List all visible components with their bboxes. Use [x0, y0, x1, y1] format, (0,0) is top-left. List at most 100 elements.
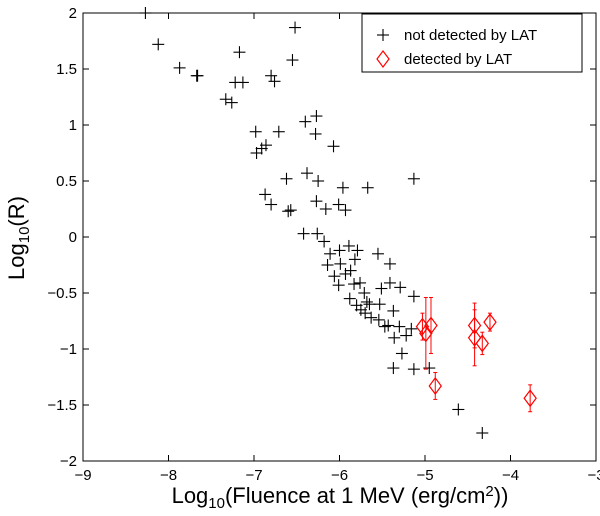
- x-axis-title-suffix: )): [494, 483, 509, 508]
- data-point-not-detected: [388, 331, 401, 344]
- data-point-not-detected: [324, 247, 337, 260]
- data-point-not-detected: [378, 320, 391, 333]
- y-axis-title-main: (R): [4, 196, 29, 227]
- data-point-not-detected: [371, 247, 384, 260]
- data-point-not-detected: [301, 167, 314, 180]
- data-point-not-detected: [382, 319, 395, 332]
- y-tick-label: 2: [69, 5, 77, 22]
- data-point-not-detected: [387, 362, 400, 375]
- svg-text:Log10(R): Log10(R): [4, 196, 33, 280]
- data-point-not-detected: [343, 292, 356, 305]
- data-point-not-detected: [250, 147, 263, 159]
- data-point-not-detected: [272, 125, 285, 138]
- data-point-not-detected: [344, 264, 357, 277]
- x-tick-label: −4: [502, 467, 519, 484]
- data-point-not-detected: [405, 322, 418, 335]
- x-tick-label: −3: [587, 467, 600, 484]
- data-point-not-detected: [309, 127, 322, 140]
- y-tick-label: 0.5: [56, 173, 77, 190]
- y-axis-title: Log10(R): [4, 196, 33, 280]
- data-point-not-detected: [152, 38, 165, 51]
- data-point-not-detected: [372, 313, 385, 326]
- data-point-not-detected: [319, 203, 332, 215]
- y-tick-label: 1: [69, 117, 77, 134]
- y-axis-title-subscript: 10: [16, 227, 33, 244]
- legend: not detected by LAT detected by LAT: [361, 13, 583, 73]
- data-point-not-detected: [310, 110, 323, 123]
- legend-label-detected: detected by LAT: [404, 51, 512, 68]
- data-point-detected: [428, 376, 443, 395]
- data-point-not-detected: [249, 125, 262, 138]
- data-point-not-detected: [358, 287, 371, 299]
- data-point-detected: [419, 324, 433, 343]
- y-tick-label: −1.5: [47, 397, 77, 414]
- data-point-not-detected: [311, 227, 324, 240]
- x-axis-title-superscript: 2: [485, 483, 493, 500]
- data-point-not-detected: [393, 320, 406, 333]
- data-point-not-detected: [173, 61, 186, 74]
- plot-area: [139, 7, 537, 439]
- data-point-not-detected: [327, 140, 340, 153]
- data-point-not-detected: [265, 69, 278, 82]
- data-point-not-detected: [332, 198, 345, 211]
- svg-text:Log10(Fluence at 1 MeV (erg/cm: Log10(Fluence at 1 MeV (erg/cm2)): [172, 483, 509, 512]
- legend-entry-not-detected: not detected by LAT: [377, 27, 537, 44]
- x-axis-title-main: (Fluence at 1 MeV (erg/cm: [225, 483, 485, 508]
- data-point-not-detected: [333, 244, 346, 257]
- data-point-not-detected: [375, 282, 388, 295]
- data-point-not-detected: [284, 204, 297, 217]
- data-point-not-detected: [236, 76, 249, 89]
- data-point-not-detected: [233, 46, 246, 59]
- data-point-detected: [483, 313, 497, 332]
- data-point-not-detected: [280, 172, 293, 185]
- data-point-not-detected: [289, 21, 302, 34]
- x-tick-label: −5: [416, 467, 433, 484]
- data-point-not-detected: [286, 54, 299, 67]
- legend-diamond-symbol: [376, 50, 390, 68]
- data-point-not-detected: [476, 427, 489, 439]
- data-point-not-detected: [383, 257, 396, 270]
- data-point-not-detected: [452, 403, 465, 416]
- x-tick-label: −9: [74, 467, 91, 484]
- y-tick-label: 0: [69, 229, 77, 246]
- data-point-not-detected: [259, 139, 272, 152]
- data-point-not-detected: [342, 239, 355, 252]
- data-point-not-detected: [348, 278, 361, 291]
- data-point-not-detected: [268, 75, 281, 88]
- data-point-not-detected: [299, 115, 312, 128]
- data-point-not-detected: [336, 181, 349, 194]
- data-point-not-detected: [350, 299, 363, 312]
- data-point-not-detected: [259, 188, 272, 201]
- data-point-not-detected: [339, 267, 352, 280]
- data-point-not-detected: [387, 304, 400, 317]
- data-point-detected: [475, 334, 490, 353]
- x-axis-title-prefix: Log: [172, 483, 209, 508]
- data-point-not-detected: [225, 96, 238, 109]
- data-point-not-detected: [361, 181, 374, 194]
- legend-entry-detected: detected by LAT: [376, 50, 512, 68]
- legend-marker-plus: [377, 29, 389, 41]
- legend-plus-symbol: [377, 29, 389, 41]
- y-tick-label: 1.5: [56, 61, 77, 78]
- y-tick-label: −1: [60, 341, 77, 358]
- data-point-detected: [424, 316, 438, 335]
- data-point-not-detected: [310, 195, 323, 208]
- data-point-not-detected: [332, 279, 345, 292]
- axes-frame: [82, 12, 597, 462]
- data-point-not-detected: [334, 257, 347, 270]
- y-tick-label: −2: [60, 453, 77, 470]
- axis-ticks: −9 −8 −7 −6 −5 −4 −3 −2 −1.5 −1 −0.5 0 0.5 1 1.5 2: [47, 5, 600, 484]
- data-point-detected: [523, 389, 537, 408]
- data-point-not-detected: [312, 175, 325, 187]
- legend-marker-diamond: [376, 50, 390, 68]
- data-point-not-detected: [339, 204, 352, 217]
- data-point-not-detected: [407, 363, 420, 376]
- x-axis-title: Log10(Fluence at 1 MeV (erg/cm2)): [172, 483, 509, 512]
- data-point-not-detected: [373, 298, 386, 311]
- data-point-not-detected: [318, 235, 331, 248]
- data-point-not-detected: [297, 227, 310, 240]
- x-tick-label: −6: [331, 467, 348, 484]
- data-point-not-detected: [395, 347, 408, 360]
